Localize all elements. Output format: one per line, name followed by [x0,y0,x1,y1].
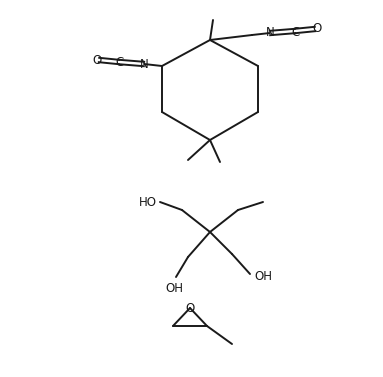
Text: O: O [313,23,322,35]
Text: N: N [266,26,274,40]
Text: HO: HO [139,196,157,208]
Text: C: C [291,26,299,38]
Text: C: C [115,57,123,69]
Text: O: O [92,54,101,66]
Text: N: N [140,58,148,70]
Text: OH: OH [254,270,272,282]
Text: OH: OH [165,282,183,296]
Text: O: O [185,302,195,314]
